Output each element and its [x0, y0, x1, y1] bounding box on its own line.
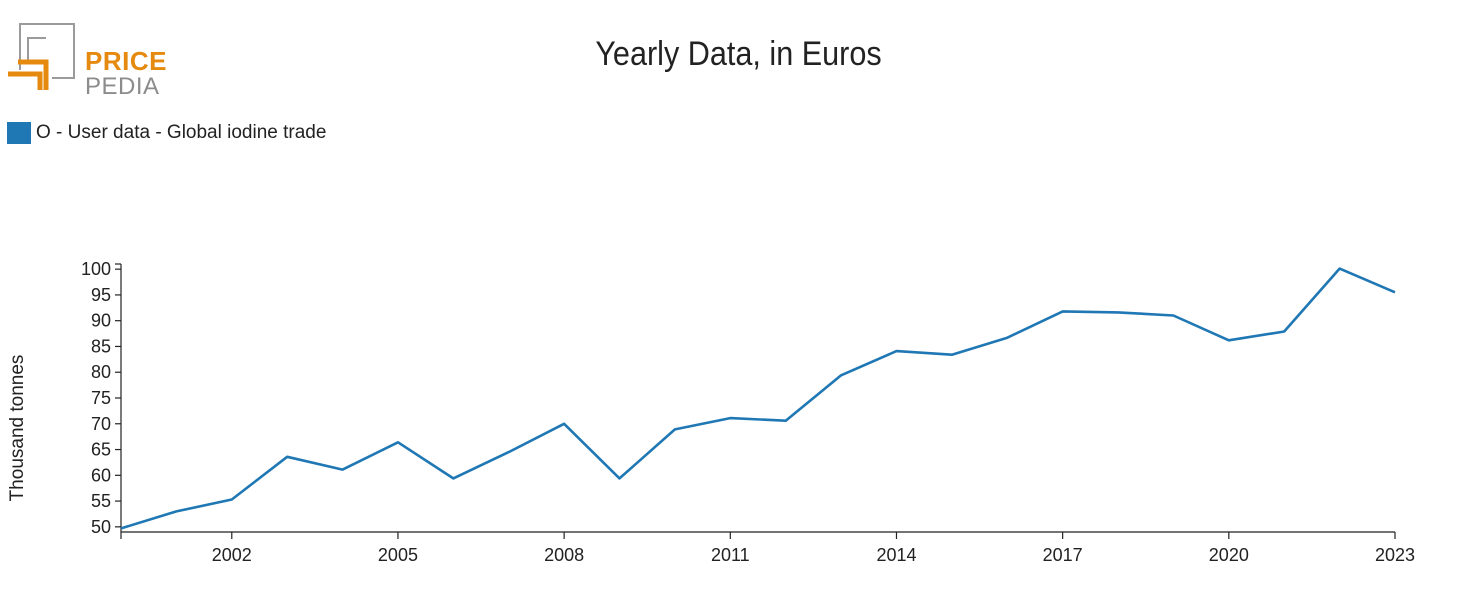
x-tick-label: 2011 — [711, 545, 750, 565]
y-tick-label: 90 — [91, 311, 111, 331]
x-tick-label: 2017 — [1043, 545, 1083, 565]
y-axis: 50 55 60 65 70 75 80 85 90 95 100 — [81, 259, 122, 537]
x-tick-label: 2002 — [212, 545, 252, 565]
x-tick-label: 2008 — [544, 545, 584, 565]
pricepedia-logo: PRICE PEDIA — [6, 22, 167, 99]
x-tick-label: 2020 — [1209, 545, 1249, 565]
y-tick-label: 60 — [91, 465, 111, 485]
x-tick-label: 2014 — [876, 545, 916, 565]
y-tick-label: 80 — [91, 362, 111, 382]
y-tick-label: 55 — [91, 491, 111, 511]
y-axis-title: Thousand tonnes — [7, 355, 28, 502]
y-tick-label: 75 — [91, 388, 111, 408]
chart-title: Yearly Data, in Euros — [595, 35, 882, 73]
y-tick-label: 70 — [91, 414, 111, 434]
logo-word-price: PRICE — [85, 46, 167, 76]
x-tick-label: 2023 — [1375, 545, 1415, 565]
y-tick-label: 85 — [91, 336, 111, 356]
chart-legend: O - User data - Global iodine trade — [7, 121, 326, 145]
y-tick-label: 50 — [91, 517, 111, 537]
logo-bracket-icon — [8, 23, 75, 90]
y-tick-label: 100 — [81, 259, 111, 279]
legend-label: O - User data - Global iodine trade — [36, 122, 327, 143]
series-line — [120, 267, 1396, 530]
legend-swatch — [7, 122, 31, 144]
series-layer — [120, 267, 1396, 530]
logo-word-pedia: PEDIA — [85, 73, 160, 100]
x-tick-label: 2005 — [378, 545, 418, 565]
y-tick-label: 95 — [91, 285, 111, 305]
y-tick-label: 65 — [91, 440, 111, 460]
x-axis: 2002 2005 2008 2011 2014 2017 2020 2023 — [120, 531, 1415, 565]
